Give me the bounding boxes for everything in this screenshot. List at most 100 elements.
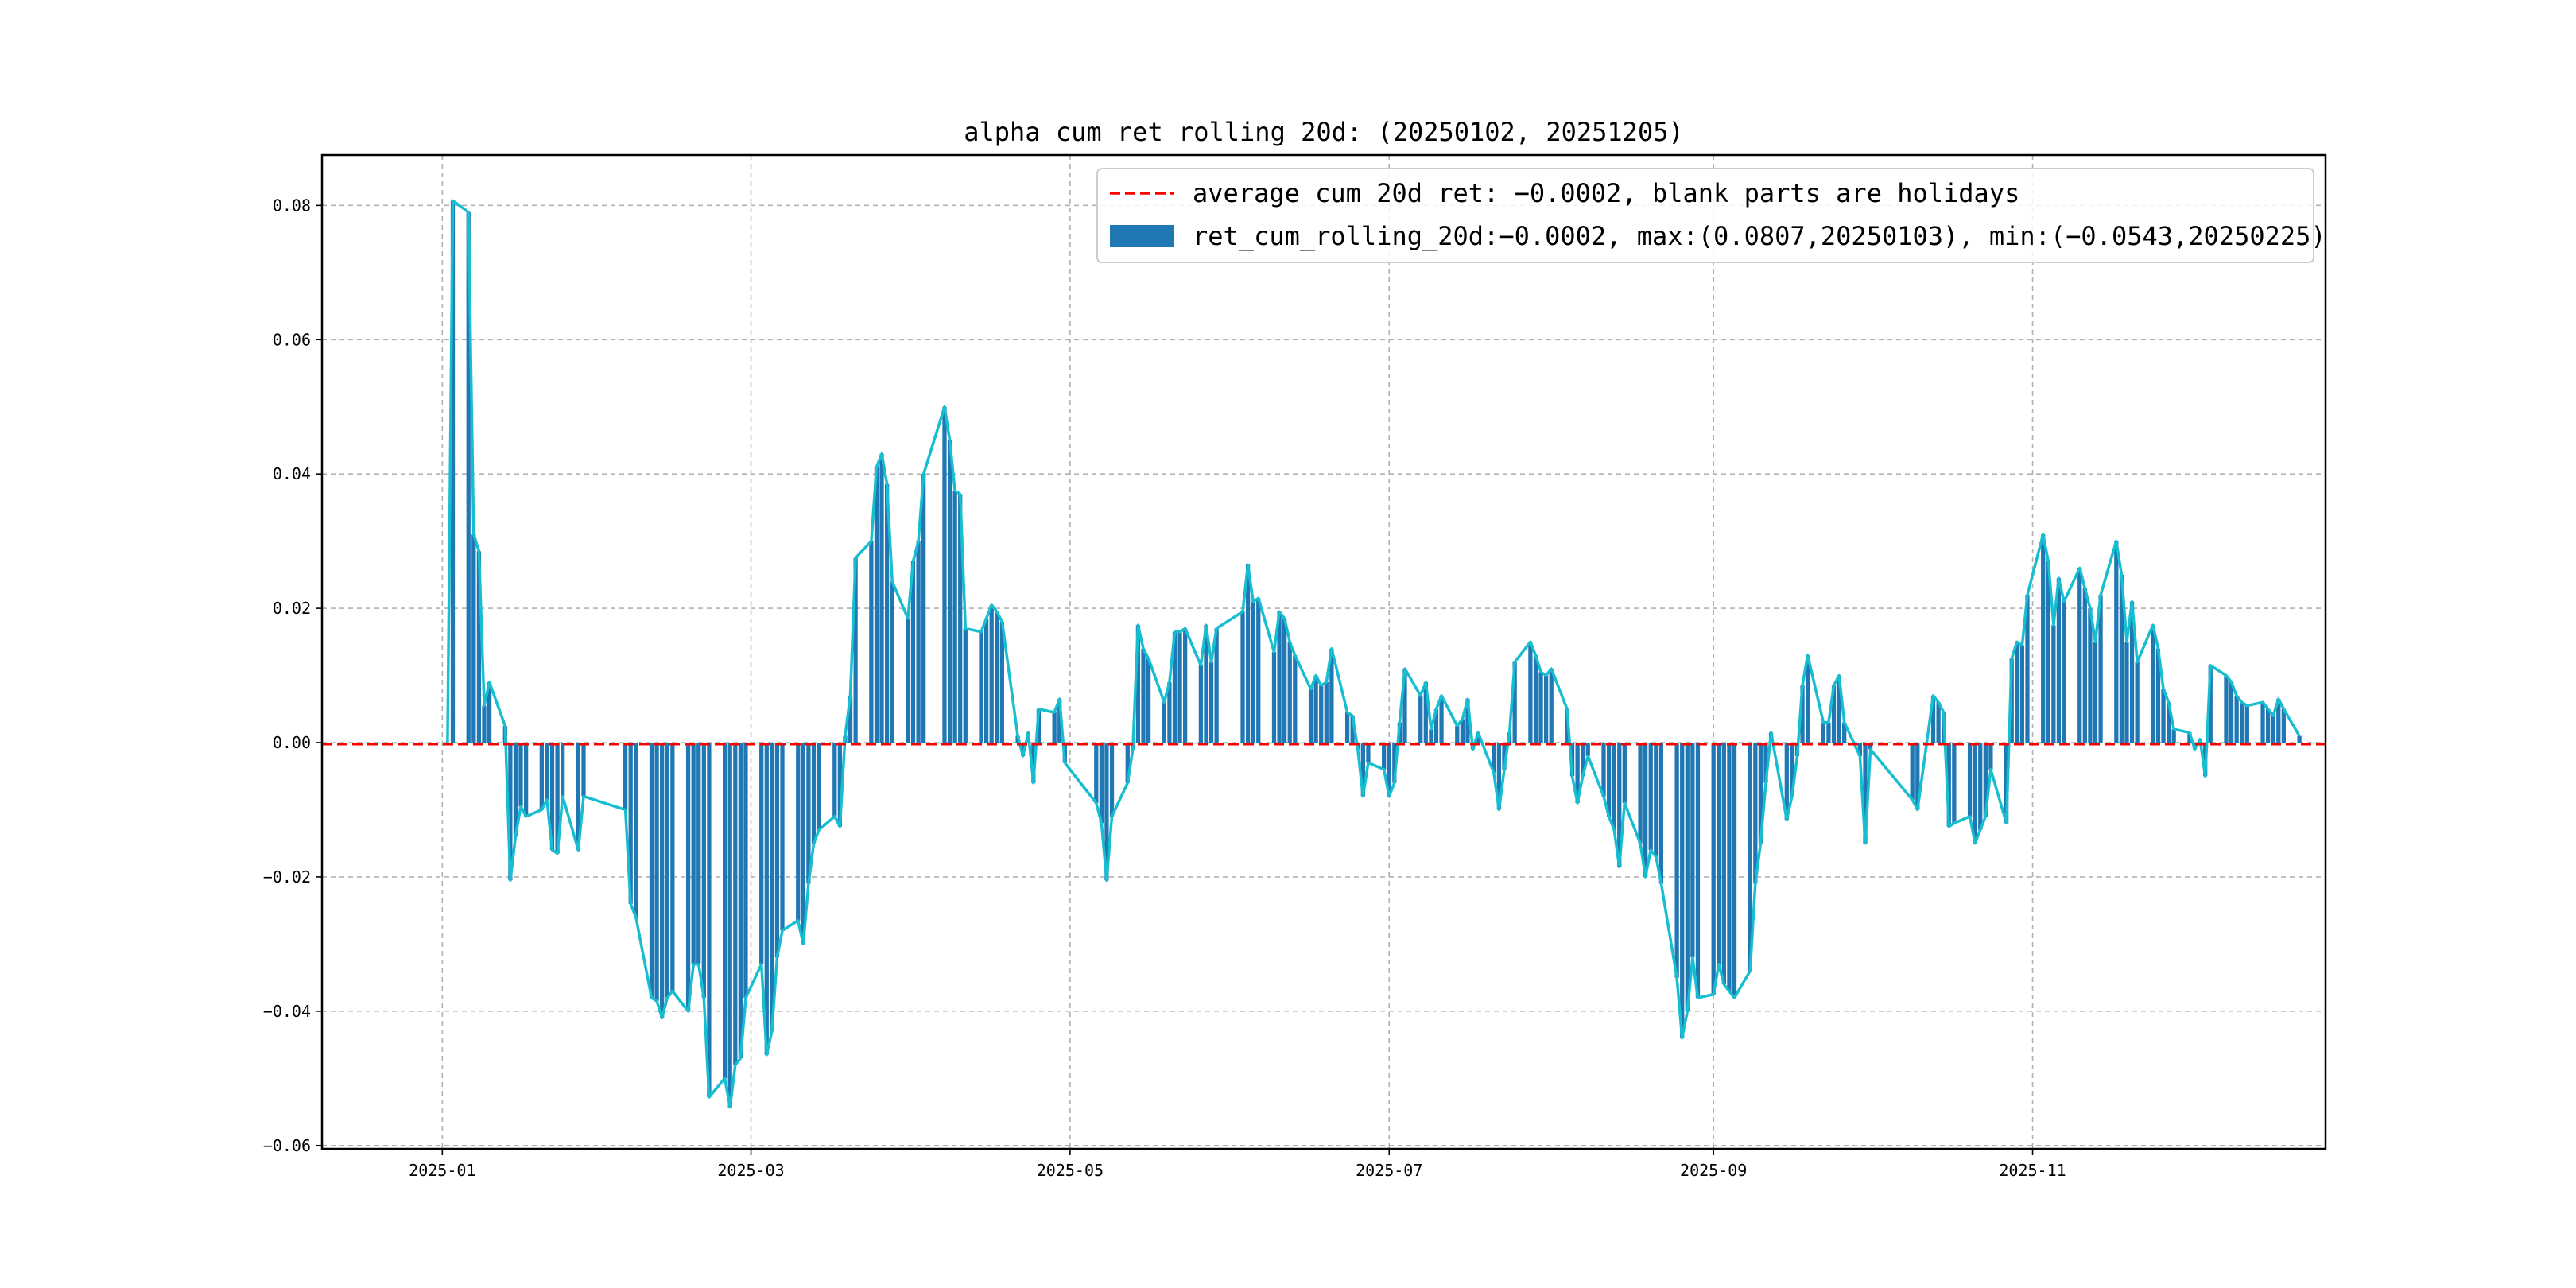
x-tick-label: 2025-09: [1680, 1161, 1747, 1180]
bar: [1146, 658, 1151, 743]
bar: [743, 743, 748, 998]
bar: [979, 631, 983, 743]
bar: [623, 743, 628, 810]
bar: [2015, 642, 2019, 743]
bar: [555, 743, 560, 854]
bar: [691, 743, 696, 964]
bar: [1575, 743, 1580, 804]
bar: [2161, 689, 2166, 743]
bar: [1465, 699, 1470, 743]
bar: [796, 743, 801, 921]
bar: [1549, 669, 1554, 743]
bar: [1695, 743, 1701, 998]
bar: [1502, 743, 1507, 770]
bar: [1350, 716, 1355, 743]
bar: [764, 743, 769, 1055]
bar: [848, 695, 853, 743]
bar: [2234, 695, 2239, 743]
bar: [890, 581, 894, 743]
bar: [1366, 743, 1371, 763]
bar: [1324, 682, 1329, 743]
bar: [2025, 595, 2030, 743]
bar: [2051, 625, 2056, 743]
bar: [2276, 699, 2281, 743]
bar: [2093, 642, 2098, 743]
bar: [1402, 669, 1407, 743]
bar: [1512, 661, 1517, 743]
bar: [1538, 672, 1543, 743]
bar: [1433, 708, 1439, 743]
bar: [660, 743, 665, 1018]
bar: [1287, 642, 1292, 743]
bar: [1256, 598, 1261, 743]
bar: [1533, 655, 1538, 743]
bar: [1915, 743, 1920, 810]
bar: [879, 453, 884, 743]
bar: [1978, 743, 1983, 830]
bar: [2187, 732, 2192, 743]
bar: [685, 743, 691, 1011]
bar: [1732, 743, 1737, 998]
bar: [947, 440, 952, 743]
bar: [576, 743, 581, 851]
bar: [476, 551, 482, 743]
bar: [1198, 665, 1204, 743]
y-tick-label: 0.00: [273, 733, 311, 752]
bar: [1094, 743, 1099, 804]
bar: [1387, 743, 1391, 797]
cum-ret-line: [446, 199, 2301, 1109]
bar: [482, 705, 487, 743]
bar: [1177, 631, 1182, 743]
bar: [811, 743, 817, 844]
bar: [1245, 564, 1251, 743]
bar: [1654, 743, 1658, 857]
bar: [1544, 675, 1549, 743]
bar: [2019, 645, 2025, 743]
bar: [707, 743, 712, 1097]
y-tick-label: −0.06: [263, 1136, 311, 1155]
bar: [1439, 695, 1444, 743]
bar: [508, 743, 513, 881]
bar: [1622, 743, 1627, 804]
bar: [2166, 702, 2171, 743]
bar: [1988, 743, 1993, 770]
bar: [1423, 682, 1428, 743]
bar: [1581, 743, 1585, 777]
bar: [1831, 685, 1837, 743]
bar: [952, 491, 957, 743]
bar: [942, 406, 947, 743]
bar: [1460, 719, 1465, 743]
bar: [1648, 743, 1653, 851]
bar: [1946, 743, 1951, 827]
bar: [1429, 729, 1433, 743]
bar: [910, 561, 916, 743]
bar: [1617, 743, 1622, 867]
bar: [1057, 699, 1062, 743]
bar: [2124, 642, 2129, 743]
bar: [1052, 712, 1057, 743]
y-tick-label: 0.04: [273, 464, 311, 483]
bar: [1031, 743, 1036, 783]
bar: [2119, 574, 2124, 743]
bar: [701, 743, 706, 998]
bar: [670, 743, 675, 991]
line-layer: [446, 199, 2301, 1109]
bar: [733, 743, 738, 1065]
bar: [549, 743, 555, 851]
bar: [1240, 611, 1245, 743]
bar: [1930, 695, 1936, 743]
bar: [1135, 625, 1141, 743]
bar: [2297, 735, 2302, 743]
bar: [1842, 722, 1847, 743]
bar: [1727, 743, 1732, 991]
bar: [853, 557, 858, 743]
bar: [466, 211, 471, 743]
bar: [1868, 743, 1873, 750]
bar: [471, 534, 476, 743]
bar: [1952, 743, 1957, 824]
bar: [1837, 675, 1841, 743]
bar: [1674, 743, 1679, 978]
axes-background: [322, 155, 2326, 1149]
bar: [1109, 743, 1115, 817]
